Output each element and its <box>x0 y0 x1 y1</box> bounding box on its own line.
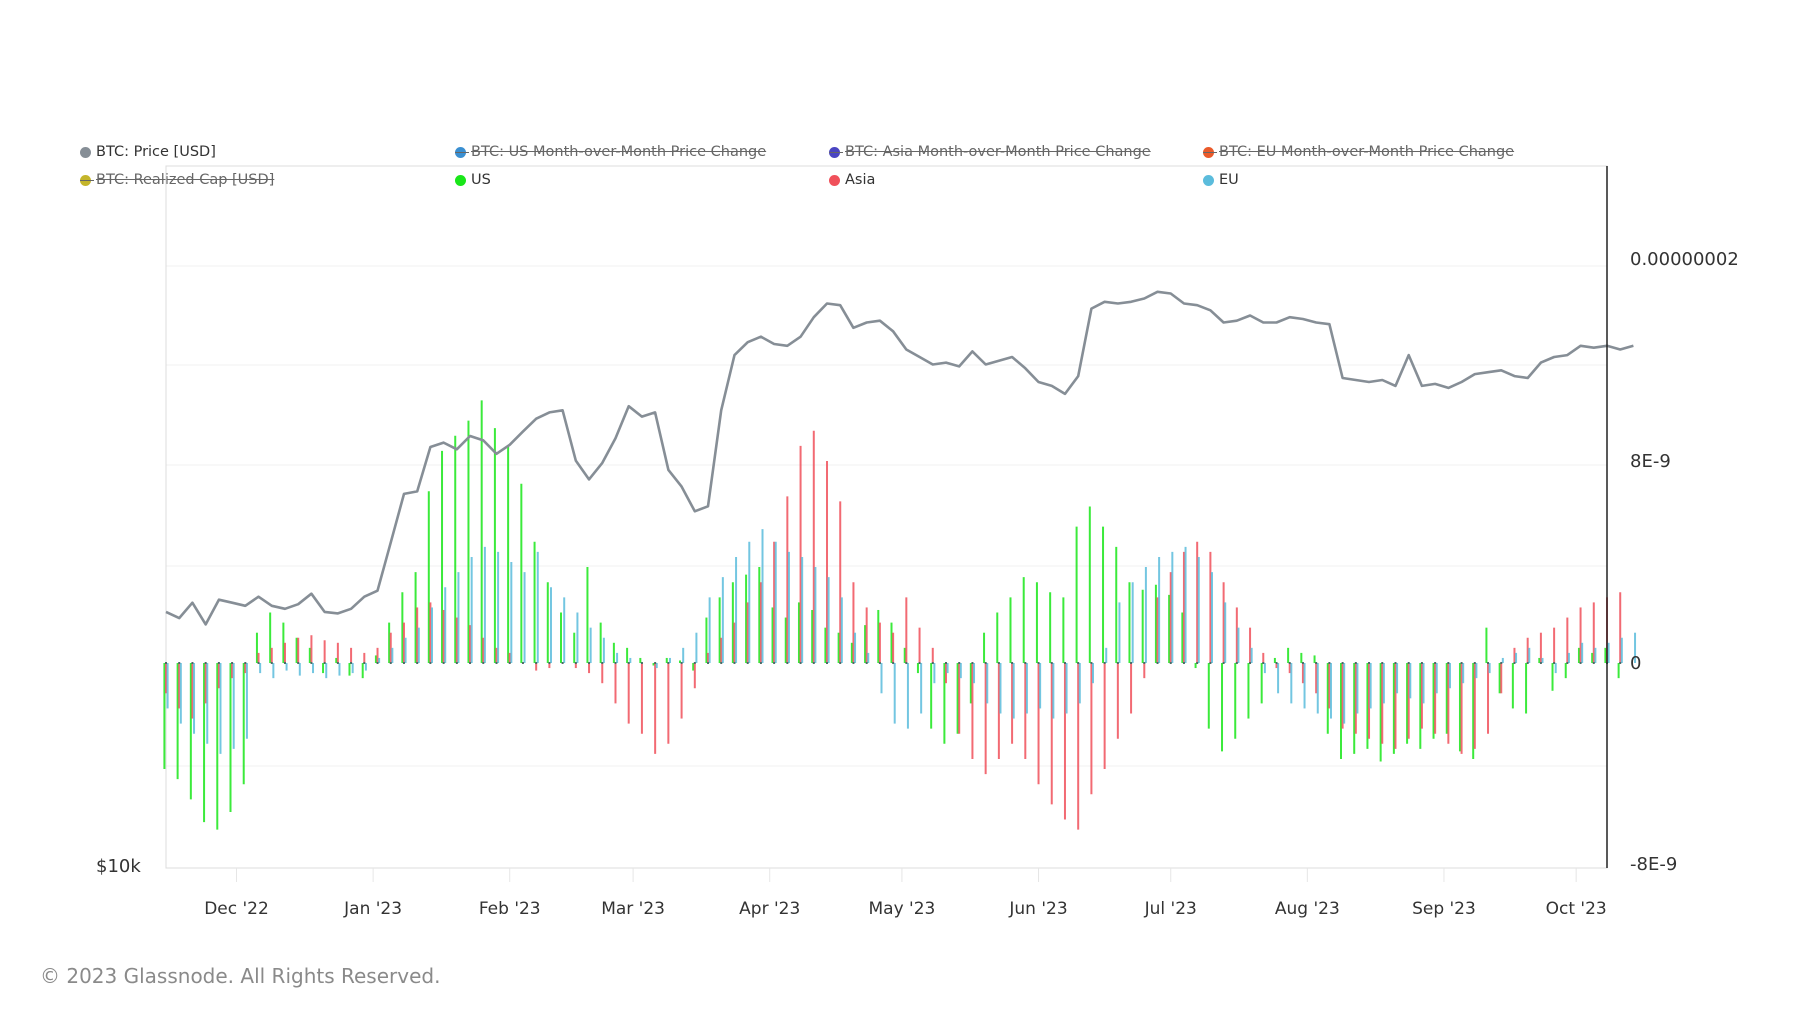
right-axis-tick-label: 0 <box>1630 653 1641 674</box>
x-tick-label: Feb '23 <box>479 899 541 919</box>
legend-label: Asia <box>845 172 876 188</box>
x-tick-label: Jan '23 <box>343 899 402 919</box>
legend-item-asia-mom[interactable]: BTC: Asia Month-over-Month Price Change <box>829 144 1151 160</box>
legend-item-asia[interactable]: Asia <box>829 172 875 188</box>
price-line <box>165 290 1634 626</box>
right-axis-tick-label: 0.00000002 <box>1630 249 1739 270</box>
x-tick-label: Dec '22 <box>204 899 269 919</box>
x-tick-label: Sep '23 <box>1412 899 1476 919</box>
x-tick-label: Jul '23 <box>1144 899 1197 919</box>
legend-dot-icon <box>829 174 840 186</box>
legend-item-eu[interactable]: EU <box>1203 172 1239 188</box>
legend-item-eu-mom[interactable]: BTC: EU Month-over-Month Price Change <box>1203 144 1514 160</box>
legend-item-realized-cap[interactable]: BTC: Realized Cap [USD] <box>80 172 274 188</box>
right-axis-tick-label: -8E-9 <box>1630 854 1677 875</box>
x-tick-label: May '23 <box>868 899 935 919</box>
right-axis-tick-label: 8E-9 <box>1630 451 1671 472</box>
legend-label: US <box>471 172 491 188</box>
copyright-text: © 2023 Glassnode. All Rights Reserved. <box>40 964 441 988</box>
legend-item-us-mom[interactable]: BTC: US Month-over-Month Price Change <box>455 144 766 160</box>
gridlines <box>166 265 1607 767</box>
legend-dot-icon <box>829 146 843 158</box>
legend-dot-icon <box>1203 146 1217 158</box>
legend-dot-icon <box>455 174 466 186</box>
x-tick-label: Apr '23 <box>739 899 800 919</box>
legend-label: EU <box>1219 172 1239 188</box>
legend-item-us[interactable]: US <box>455 172 491 188</box>
legend-dot-icon <box>80 174 94 186</box>
right-y-axis: 0.00000002 8E-9 0 -8E-9 <box>1630 249 1739 875</box>
legend-dot-icon <box>455 146 469 158</box>
legend-label: BTC: US Month-over-Month Price Change <box>471 144 767 160</box>
legend-label: BTC: Asia Month-over-Month Price Change <box>845 144 1151 160</box>
legend-label: BTC: Realized Cap [USD] <box>96 172 275 188</box>
x-tick-label: Mar '23 <box>601 899 665 919</box>
bar-series <box>163 400 1637 830</box>
x-axis: Dec '22 Jan '23 Feb '23 Mar '23 Apr '23 May '… <box>204 868 1607 919</box>
x-tick-label: Oct '23 <box>1546 899 1607 919</box>
zero-baseline <box>165 662 1622 664</box>
legend-label: BTC: EU Month-over-Month Price Change <box>1219 144 1515 160</box>
x-tick-label: Aug '23 <box>1275 899 1340 919</box>
legend-dot-icon <box>80 146 91 158</box>
plot-frame <box>165 165 1608 869</box>
legend-item-btc-price[interactable]: BTC: Price [USD] <box>80 144 216 160</box>
left-axis-tick-label: $10k <box>96 856 141 877</box>
legend-label: BTC: Price [USD] <box>96 144 216 160</box>
x-tick-label: Jun '23 <box>1008 899 1067 919</box>
legend-dot-icon <box>1203 174 1214 186</box>
